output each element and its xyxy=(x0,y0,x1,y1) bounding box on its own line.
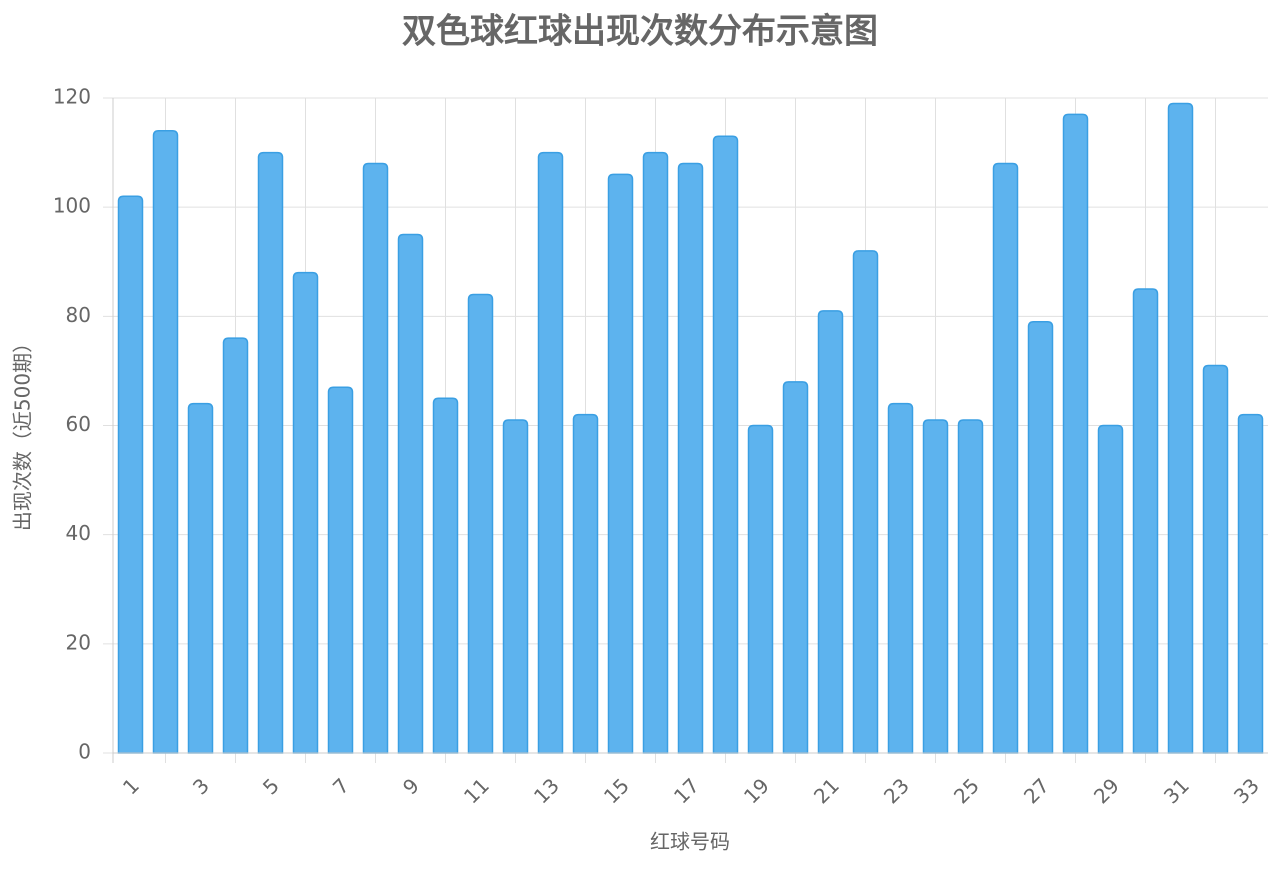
x-tick-label: 17 xyxy=(669,773,704,808)
x-tick-label: 1 xyxy=(118,773,144,799)
bar xyxy=(152,130,179,754)
y-tick-label: 20 xyxy=(66,630,91,654)
bar xyxy=(1237,413,1264,754)
x-tick-label: 19 xyxy=(739,773,774,808)
x-tick-label: 15 xyxy=(599,773,634,808)
x-tick-label: 7 xyxy=(328,773,354,799)
bar xyxy=(957,419,984,754)
x-tick-label: 9 xyxy=(398,773,424,799)
bar xyxy=(117,195,144,754)
x-tick-label: 13 xyxy=(529,773,564,808)
bar xyxy=(467,293,494,754)
bar xyxy=(222,337,249,754)
bar xyxy=(292,271,319,754)
bar xyxy=(432,397,459,754)
bar xyxy=(642,151,669,754)
bar xyxy=(677,162,704,754)
bar xyxy=(537,151,564,754)
bar xyxy=(922,419,949,754)
bar xyxy=(852,250,879,754)
y-tick-label: 120 xyxy=(53,85,91,109)
bar xyxy=(712,135,739,754)
x-tick-label: 27 xyxy=(1019,773,1054,808)
x-axis-title: 红球号码 xyxy=(650,830,730,854)
bar xyxy=(502,419,529,754)
bar xyxy=(1062,113,1089,754)
bar xyxy=(817,310,844,754)
x-tick-label: 23 xyxy=(879,773,914,808)
x-tick-label: 31 xyxy=(1159,773,1194,808)
bar xyxy=(187,402,214,754)
y-tick-label: 60 xyxy=(66,412,91,436)
y-tick-label: 80 xyxy=(66,303,91,327)
y-tick-label: 100 xyxy=(53,194,91,218)
y-tick-label: 40 xyxy=(66,521,91,545)
bar xyxy=(572,413,599,754)
bar xyxy=(397,233,424,754)
x-tick-label: 11 xyxy=(459,773,494,808)
bar xyxy=(1202,364,1229,754)
bar xyxy=(887,402,914,754)
bar xyxy=(992,162,1019,754)
chart-title: 双色球红球出现次数分布示意图 xyxy=(402,12,878,52)
bar xyxy=(1132,288,1159,754)
bar xyxy=(607,173,634,754)
x-tick-label: 3 xyxy=(188,773,214,799)
bar xyxy=(782,381,809,754)
x-tick-label: 33 xyxy=(1229,773,1264,808)
y-axis-title: 出现次数（近500期） xyxy=(11,333,35,531)
x-tick-label: 29 xyxy=(1089,773,1124,808)
bar xyxy=(327,386,354,754)
x-tick-label: 5 xyxy=(258,773,284,799)
bar xyxy=(362,162,389,754)
x-tick-label: 21 xyxy=(809,773,844,808)
x-tick-label: 25 xyxy=(949,773,984,808)
bar xyxy=(1027,321,1054,754)
bar xyxy=(747,424,774,754)
bar xyxy=(257,151,284,754)
bar xyxy=(1097,424,1124,754)
y-tick-label: 0 xyxy=(78,740,91,764)
bar xyxy=(1167,102,1194,754)
